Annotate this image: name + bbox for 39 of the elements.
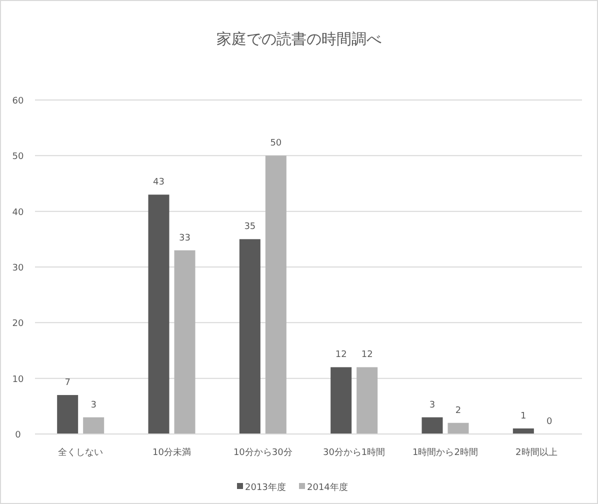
bar: [83, 417, 104, 434]
y-tick-label: 40: [12, 208, 24, 218]
bar: [265, 156, 286, 434]
y-tick-label: 30: [12, 264, 24, 274]
x-tick-label: 2時間以上: [516, 447, 558, 458]
bar: [148, 194, 170, 434]
data-label: 50: [270, 138, 282, 149]
y-tick-label: 0: [15, 430, 22, 440]
data-label: 35: [244, 222, 256, 232]
data-label: 33: [179, 233, 190, 244]
y-tick-label: 60: [12, 96, 24, 106]
data-label: 1: [520, 411, 526, 422]
x-tick-label: 10分から30分: [233, 447, 292, 458]
legend-label: 2014年度: [307, 482, 348, 493]
data-label: 7: [64, 378, 70, 388]
data-label: 12: [335, 350, 347, 360]
y-tick-label: 50: [12, 152, 24, 162]
data-label: 12: [361, 350, 373, 360]
bar: [512, 428, 534, 434]
chart-title: 家庭での読書の時間調べ: [216, 30, 382, 48]
y-tick-label: 20: [12, 319, 24, 330]
data-label: 0: [546, 417, 553, 427]
y-tick-label: 10: [12, 374, 24, 385]
bar: [239, 239, 260, 434]
bar: [330, 367, 352, 434]
bar: [174, 250, 196, 434]
legend-label: 2013年度: [245, 482, 286, 493]
bar: [356, 367, 378, 434]
data-label: 3: [429, 400, 436, 410]
x-tick-label: 30分から1時間: [322, 447, 386, 458]
data-label: 3: [90, 400, 96, 410]
data-label: 43: [153, 178, 164, 188]
bar: [448, 422, 469, 434]
bar: [57, 395, 78, 434]
x-tick-label: 10分未満: [152, 447, 191, 458]
x-tick-label: 1時間から2時間: [412, 447, 478, 458]
bar: [422, 417, 443, 434]
x-tick-label: 全くしない: [58, 447, 104, 458]
data-label: 2: [455, 406, 462, 416]
